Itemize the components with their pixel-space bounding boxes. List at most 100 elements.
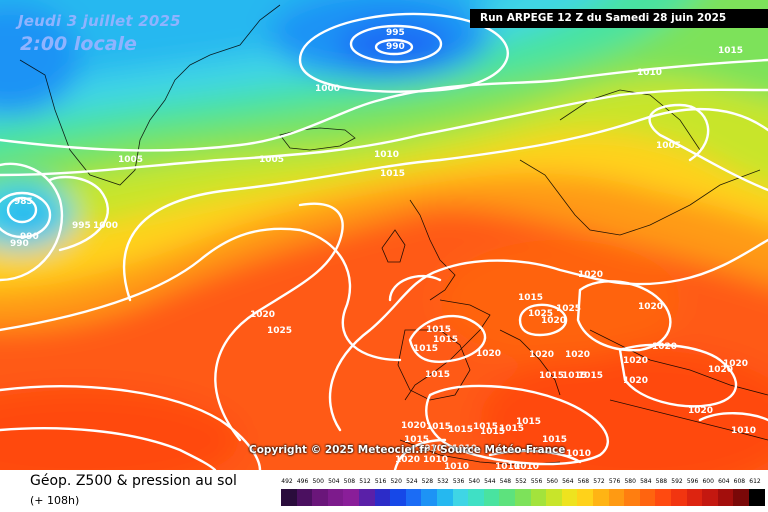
scale-swatch (437, 489, 453, 506)
pressure-label: 995 (72, 221, 91, 231)
pressure-label: 1020 (708, 365, 733, 375)
scale-tick-label: 528 (421, 478, 434, 485)
scale-swatch (452, 489, 469, 506)
pressure-label: 1010 (418, 444, 443, 454)
pressure-label: 1010 (495, 462, 520, 470)
pressure-label: 1015 (426, 422, 451, 432)
scale-swatch (483, 489, 500, 506)
pressure-label: 1020 (250, 310, 275, 320)
pressure-label: 1015 (473, 422, 498, 432)
forecast-date: Jeudi 3 juillet 2025 (18, 12, 181, 30)
scale-tick-label: 556 (530, 478, 543, 485)
pressure-label: 1020 (529, 350, 554, 360)
scale-tick-label: 496 (296, 478, 309, 485)
pressure-label: 1010 (423, 455, 448, 465)
scale-tick-label: 604 (718, 478, 730, 485)
pressure-label: 1015 (448, 425, 473, 435)
scale-tick-label: 560 (546, 478, 558, 485)
pressure-label: 1015 (718, 46, 743, 56)
pressure-label: 990 (20, 232, 39, 242)
scale-tick-label: 588 (655, 478, 668, 485)
scale-tick-label: 492 (281, 478, 293, 485)
pressure-label: 1020 (476, 349, 501, 359)
scale-tick-label: 576 (608, 478, 621, 485)
pressure-label: 1025 (528, 309, 553, 319)
legend-panel: Géop. Z500 & pression au sol (+ 108h) 49… (0, 470, 768, 512)
scale-tick-label: 568 (577, 478, 590, 485)
scale-tick-label: 512 (359, 478, 371, 485)
pressure-label: 1015 (499, 424, 524, 434)
scale-tick-label: 540 (468, 478, 480, 485)
scale-tick-label: 532 (437, 478, 449, 485)
scale-swatch (733, 489, 750, 506)
scale-tick-label: 548 (499, 478, 512, 485)
pressure-label: 1010 (444, 462, 469, 470)
scale-tick-label: 596 (686, 478, 699, 485)
pressure-label: 1020 (623, 356, 648, 366)
scale-tick-label: 536 (452, 478, 465, 485)
pressure-label: 1020 (541, 316, 566, 326)
scale-swatch (749, 489, 765, 506)
scale-swatch (390, 489, 407, 506)
pressure-label: 1015 (562, 371, 587, 381)
scale-swatch (702, 489, 719, 506)
scale-tick-label: 608 (733, 478, 746, 485)
pressure-label: 1015 (413, 344, 438, 354)
scale-swatch (499, 489, 516, 506)
pressure-label: 1015 (380, 169, 405, 179)
scale-tick-label: 544 (484, 478, 496, 485)
pressure-label: 1010 (731, 426, 756, 436)
pressure-label: 1005 (259, 155, 284, 165)
scale-swatch (296, 489, 313, 506)
scale-swatch (327, 489, 344, 506)
forecast-time: 2:00 locale (20, 33, 137, 55)
pressure-label: 1010 (514, 462, 539, 470)
pressure-label: 1015 (425, 370, 450, 380)
isobars (0, 12, 768, 470)
pressure-label: 1010 (637, 68, 662, 78)
copyright-notice: Copyright © 2025 Meteociel.fr / Source M… (249, 444, 566, 456)
scale-swatch (359, 489, 375, 506)
scale-swatch (671, 489, 687, 506)
scale-tick-label: 612 (749, 478, 761, 485)
pressure-label: 1020 (623, 376, 648, 386)
pressure-label: 1020 (578, 270, 603, 280)
pressure-label: 1010 (566, 449, 591, 459)
pressure-label: 1010 (374, 150, 399, 160)
pressure-label: 985 (14, 197, 33, 207)
pressure-label: 1025 (267, 326, 292, 336)
pressure-label: 1005 (118, 155, 143, 165)
pressure-label: 1025 (556, 304, 581, 314)
pressure-label: 1015 (433, 335, 458, 345)
scale-swatch (405, 489, 422, 506)
scale-swatch (624, 489, 641, 506)
pressure-label: 1020 (638, 302, 663, 312)
scale-tick-label: 592 (671, 478, 683, 485)
scale-tick-label: 572 (593, 478, 605, 485)
scale-tick-label: 500 (312, 478, 324, 485)
pressure-label: 1010 (452, 444, 477, 454)
pressure-label: 990 (386, 42, 405, 52)
pressure-label: 1020 (401, 421, 426, 431)
run-info-banner: Run ARPEGE 12 Z du Samedi 28 juin 2025 (470, 9, 768, 28)
scale-swatch (530, 489, 547, 506)
pressure-label: 995 (386, 28, 405, 38)
pressure-label: 1020 (723, 359, 748, 369)
pressure-label: 1015 (404, 435, 429, 445)
pressure-label: 1015 (539, 371, 564, 381)
pressure-label: 1015 (518, 293, 543, 303)
scale-tick-label: 580 (624, 478, 636, 485)
scale-swatch (515, 489, 531, 506)
pressure-label: 1000 (93, 221, 118, 231)
pressure-label: 1020 (565, 350, 590, 360)
scale-swatch (608, 489, 625, 506)
pressure-label: 1020 (395, 455, 420, 465)
scale-swatch (577, 489, 594, 506)
scale-swatch (281, 489, 297, 506)
scale-swatch (655, 489, 672, 506)
scale-swatch (374, 489, 391, 506)
scale-swatch (468, 489, 485, 506)
scale-swatch (546, 489, 563, 506)
